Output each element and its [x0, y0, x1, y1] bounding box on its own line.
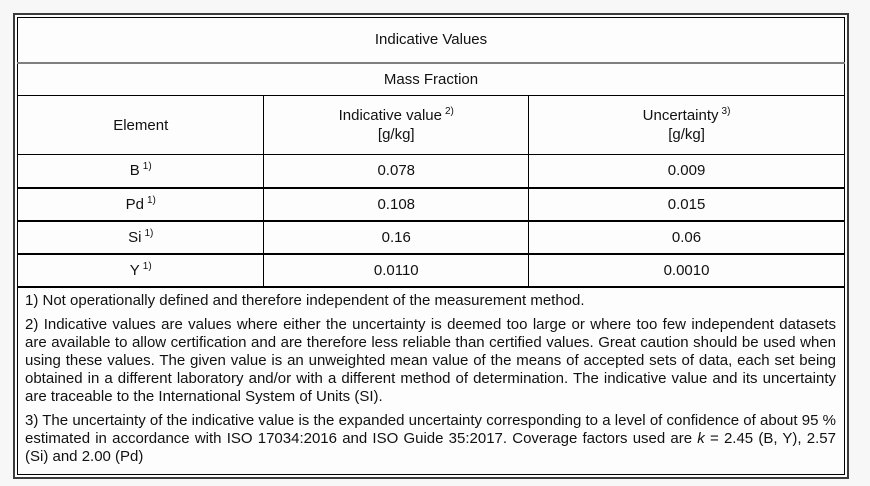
table-row-pd: Pd 1) 0.108 0.015	[16, 186, 845, 221]
uncertainty-cell: 0.015	[528, 186, 845, 221]
column-header-indicative-value-unit: [g/kg]	[377, 126, 415, 143]
indicative-value-cell: 0.0110	[263, 252, 530, 287]
title-row: Indicative Values	[17, 17, 845, 64]
column-header-uncertainty-unit: [g/kg]	[668, 126, 705, 143]
element-symbol: Y	[129, 261, 140, 279]
indicative-values-table: Indicative Values Mass Fraction Element …	[16, 17, 845, 475]
indicative-value-cell: 0.16	[263, 219, 530, 254]
footnote-3-text: 3) The uncertainty of the indicative val…	[25, 411, 836, 447]
footnote-marker-2: 2)	[445, 106, 454, 117]
coverage-factor-k: k	[697, 429, 705, 447]
column-header-uncertainty: Uncertainty 3) [g/kg]	[528, 95, 845, 155]
footnote-marker-1: 1)	[142, 161, 152, 173]
footnote-3-text-end: = 2.45 (B, Y), 2.57 (Si) and 2.00 (Pd)	[25, 429, 836, 465]
footnote-2: 2) Indicative values are values where ei…	[25, 315, 836, 405]
column-header-indicative-value: Indicative value 2) [g/kg]	[263, 95, 530, 155]
uncertainty-cell: 0.06	[528, 219, 845, 254]
subtitle-row: Mass Fraction	[17, 62, 845, 96]
footnote-3: 3) The uncertainty of the indicative val…	[25, 412, 836, 466]
element-symbol: Si	[128, 228, 142, 246]
uncertainty-cell: 0.0010	[528, 252, 845, 287]
element-cell: B 1)	[16, 154, 265, 188]
column-header-element: Element	[16, 95, 265, 155]
element-symbol: B	[129, 162, 140, 180]
footnotes-row: 1) Not operationally defined and therefo…	[17, 285, 845, 475]
footnote-marker-1: 1)	[142, 260, 152, 272]
indicative-values-table-frame: Indicative Values Mass Fraction Element …	[13, 13, 849, 479]
table-row-si: Si 1) 0.16 0.06	[16, 219, 845, 254]
footnotes: 1) Not operationally defined and therefo…	[17, 285, 845, 475]
element-cell: Pd 1)	[16, 186, 265, 221]
footnote-1: 1) Not operationally defined and therefo…	[25, 291, 585, 309]
element-cell: Si 1)	[16, 219, 265, 254]
table-subtitle: Mass Fraction	[17, 62, 845, 96]
table-title: Indicative Values	[17, 17, 845, 64]
indicative-value-cell: 0.078	[263, 154, 530, 188]
uncertainty-cell: 0.009	[528, 154, 845, 188]
indicative-value-cell: 0.108	[263, 186, 530, 221]
header-row: Element Indicative value 2) [g/kg] Uncert…	[16, 95, 845, 155]
column-header-element-label: Element	[113, 116, 169, 134]
column-header-uncertainty-label: Uncertainty	[642, 107, 719, 124]
element-cell: Y 1)	[16, 252, 265, 287]
footnote-marker-3: 3)	[721, 106, 731, 117]
column-header-indicative-value-label: Indicative value	[338, 107, 442, 124]
table-row-b: B 1) 0.078 0.009	[16, 154, 845, 188]
table-row-y: Y 1) 0.0110 0.0010	[16, 252, 845, 287]
footnote-marker-1: 1)	[146, 194, 156, 206]
footnote-marker-1: 1)	[144, 227, 154, 239]
element-symbol: Pd	[125, 195, 144, 213]
